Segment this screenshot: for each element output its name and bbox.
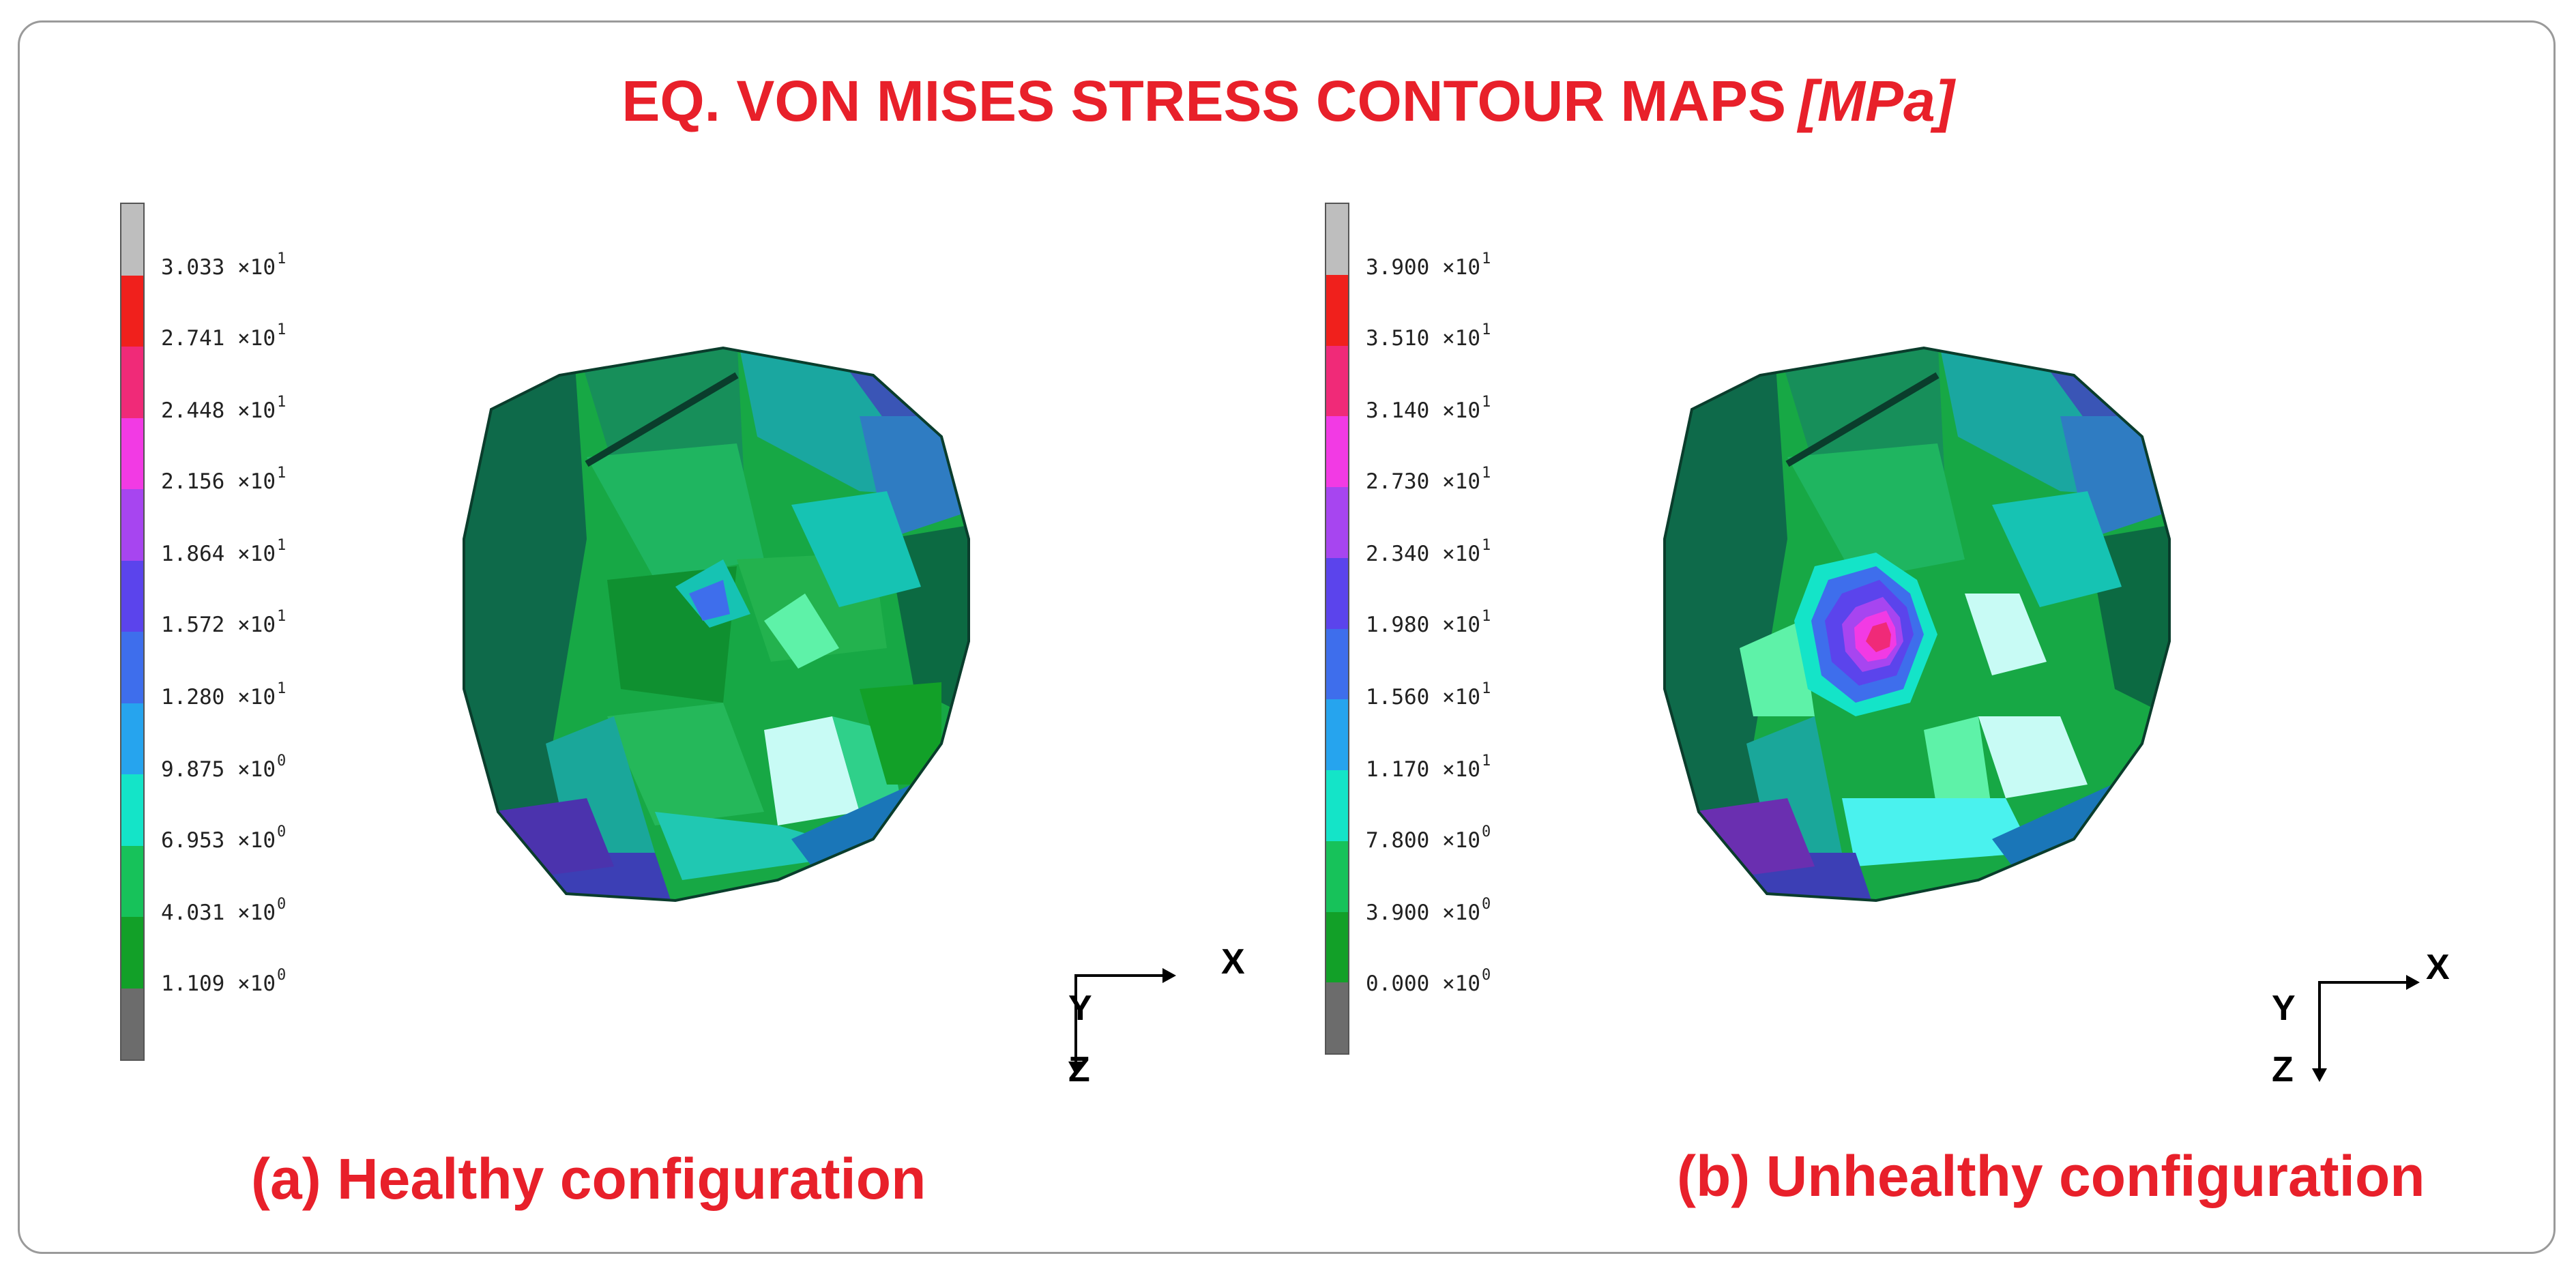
scale-segment: [1326, 628, 1348, 700]
z-arrow-icon-a: [1068, 1062, 1083, 1075]
z-axis-line-b: [2318, 981, 2321, 1074]
title-unit: [MPa]: [1798, 69, 1955, 133]
scale-label-b: 0.000 ×100: [1366, 967, 1491, 996]
scale-segment: [121, 845, 143, 917]
scale-label-b: 3.900 ×100: [1366, 896, 1491, 925]
caption-unhealthy: (b) Unhealthy configuration: [1677, 1144, 2425, 1208]
scale-label-a: 9.875 ×100: [161, 752, 287, 782]
scale-label-a: 3.033 ×101: [161, 250, 287, 280]
scale-label-b: 3.140 ×101: [1366, 394, 1491, 423]
axis-label-y-a: Y: [1068, 989, 1092, 1028]
scale-label-b: 2.340 ×101: [1366, 537, 1491, 566]
scale-label-a: 1.864 ×101: [161, 537, 287, 566]
scale-label-b: 2.730 ×101: [1366, 465, 1491, 494]
scale-segment: [121, 774, 143, 846]
scale-label-b: 1.980 ×101: [1366, 608, 1491, 637]
scale-label-a: 6.953 ×100: [161, 823, 287, 853]
scale-segment: [1326, 204, 1348, 275]
scale-segment: [1326, 911, 1348, 983]
scale-segment: [1326, 345, 1348, 417]
scale-label-b: 1.560 ×101: [1366, 680, 1491, 709]
scale-segment: [121, 418, 143, 489]
scale-label-a: 2.156 ×101: [161, 465, 287, 494]
z-axis-line-a: [1074, 974, 1077, 1067]
scale-label-b: 3.900 ×101: [1366, 250, 1491, 280]
x-arrow-icon-a: [1162, 968, 1176, 983]
color-scale-bar-b: [1325, 203, 1349, 1055]
scale-segment: [1326, 274, 1348, 346]
figure-title: EQ. VON MISES STRESS CONTOUR MAPS [MPa]: [0, 68, 2576, 134]
scale-segment: [1326, 699, 1348, 770]
scale-label-a: 2.448 ×101: [161, 394, 287, 423]
scale-label-b: 1.170 ×101: [1366, 752, 1491, 782]
scale-segment: [121, 275, 143, 347]
color-scale-bar-a: [120, 203, 145, 1061]
scale-label-a: 1.280 ×101: [161, 680, 287, 709]
scale-segment: [1326, 557, 1348, 629]
scale-segment: [1326, 840, 1348, 912]
scale-segment: [121, 560, 143, 632]
scale-segment: [121, 347, 143, 418]
scale-segment: [121, 632, 143, 703]
axis-label-x-b: X: [2426, 948, 2450, 987]
healthy-model-mesh: [463, 346, 970, 903]
x-axis-line-a: [1074, 974, 1170, 977]
scale-label-a: 1.109 ×100: [161, 967, 287, 996]
scale-segment: [1326, 416, 1348, 487]
scale-segment: [121, 703, 143, 774]
scale-segment: [1326, 982, 1348, 1053]
scale-segment: [121, 917, 143, 989]
scale-segment: [1326, 770, 1348, 841]
title-text: EQ. VON MISES STRESS CONTOUR MAPS: [621, 69, 1787, 133]
scale-segment: [1326, 487, 1348, 558]
scale-label-b: 3.510 ×101: [1366, 321, 1491, 351]
scale-label-b: 7.800 ×100: [1366, 823, 1491, 853]
axis-label-y-b: Y: [2272, 989, 2296, 1028]
caption-healthy: (a) Healthy configuration: [251, 1147, 926, 1211]
scale-segment: [121, 204, 143, 276]
scale-label-a: 4.031 ×100: [161, 896, 287, 925]
x-arrow-icon-b: [2406, 975, 2420, 990]
z-arrow-icon-b: [2312, 1068, 2327, 1082]
axis-label-z-a: Z: [1068, 1050, 1090, 1089]
axis-label-x-a: X: [1221, 942, 1245, 982]
axis-label-z-b: Z: [2272, 1050, 2294, 1089]
scale-label-a: 1.572 ×101: [161, 608, 287, 637]
unhealthy-model-mesh: [1663, 346, 2171, 903]
scale-segment: [121, 988, 143, 1059]
scale-label-a: 2.741 ×101: [161, 321, 287, 351]
scale-segment: [121, 489, 143, 561]
x-axis-line-b: [2318, 981, 2414, 984]
